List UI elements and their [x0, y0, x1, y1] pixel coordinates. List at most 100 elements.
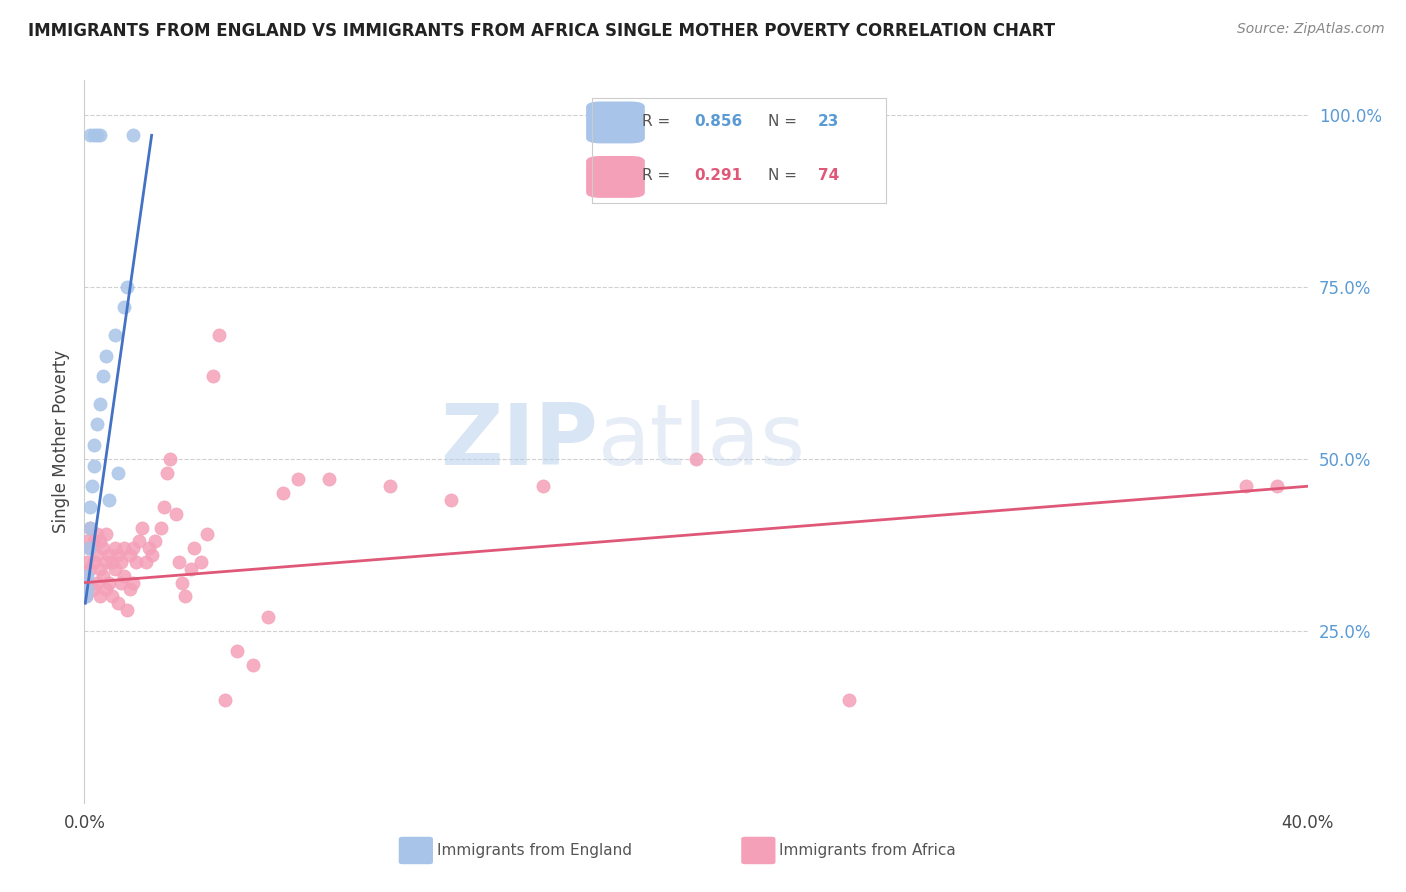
Point	[685, 451, 707, 466]
Point	[120, 548, 142, 562]
Text: Immigrants from Africa: Immigrants from Africa	[779, 843, 956, 858]
Point	[112, 541, 135, 556]
Point	[97, 493, 120, 508]
Point	[89, 562, 111, 576]
Point	[167, 555, 190, 569]
Point	[94, 582, 117, 597]
Point	[76, 568, 98, 582]
Point	[380, 479, 402, 493]
Point	[165, 507, 187, 521]
Point	[94, 555, 117, 569]
Point	[1236, 479, 1258, 493]
Point	[156, 466, 179, 480]
Point	[89, 128, 111, 143]
Point	[138, 541, 160, 556]
Point	[86, 548, 108, 562]
Point	[112, 301, 135, 315]
Point	[79, 520, 101, 534]
Point	[440, 493, 463, 508]
Text: atlas: atlas	[598, 400, 806, 483]
Point	[141, 548, 163, 562]
Point	[190, 555, 212, 569]
Point	[110, 575, 132, 590]
Point	[143, 534, 166, 549]
Point	[318, 472, 340, 486]
Point	[94, 527, 117, 541]
Point	[172, 575, 194, 590]
Point	[83, 128, 105, 143]
Point	[79, 562, 101, 576]
Point	[135, 555, 157, 569]
Point	[104, 562, 127, 576]
Point	[208, 327, 231, 342]
Text: ZIP: ZIP	[440, 400, 598, 483]
Point	[214, 692, 236, 706]
Point	[97, 575, 120, 590]
Point	[122, 128, 145, 143]
Point	[94, 349, 117, 363]
Point	[1265, 479, 1288, 493]
Y-axis label: Single Mother Poverty: Single Mother Poverty	[52, 350, 70, 533]
Point	[80, 479, 103, 493]
Point	[149, 520, 172, 534]
Point	[195, 527, 218, 541]
Point	[83, 582, 105, 597]
Point	[83, 458, 105, 473]
Point	[86, 575, 108, 590]
Point	[101, 555, 124, 569]
Point	[131, 520, 153, 534]
Point	[122, 541, 145, 556]
Point	[83, 555, 105, 569]
Point	[83, 534, 105, 549]
Point	[101, 590, 124, 604]
Point	[76, 555, 98, 569]
Point	[97, 548, 120, 562]
Point	[183, 541, 205, 556]
Point	[79, 128, 101, 143]
Text: IMMIGRANTS FROM ENGLAND VS IMMIGRANTS FROM AFRICA SINGLE MOTHER POVERTY CORRELAT: IMMIGRANTS FROM ENGLAND VS IMMIGRANTS FR…	[28, 22, 1056, 40]
Point	[76, 534, 98, 549]
Point	[91, 568, 114, 582]
Point	[91, 369, 114, 384]
Point	[153, 500, 176, 514]
Point	[174, 590, 197, 604]
Point	[120, 582, 142, 597]
Point	[86, 417, 108, 432]
Point	[159, 451, 181, 466]
Point	[76, 582, 98, 597]
Point	[83, 438, 105, 452]
Point	[201, 369, 224, 384]
Point	[79, 541, 101, 556]
Point	[242, 658, 264, 673]
Point	[75, 568, 97, 582]
Point	[226, 644, 249, 658]
Point	[180, 562, 202, 576]
Point	[75, 590, 97, 604]
Point	[287, 472, 309, 486]
Point	[107, 548, 129, 562]
Point	[122, 575, 145, 590]
Text: Immigrants from England: Immigrants from England	[437, 843, 631, 858]
Point	[75, 590, 97, 604]
Point	[76, 575, 98, 590]
Point	[89, 590, 111, 604]
Point	[104, 327, 127, 342]
Point	[112, 568, 135, 582]
Point	[838, 692, 860, 706]
Point	[257, 610, 280, 624]
Text: Source: ZipAtlas.com: Source: ZipAtlas.com	[1237, 22, 1385, 37]
FancyBboxPatch shape	[741, 837, 776, 864]
Point	[271, 486, 294, 500]
Point	[125, 555, 148, 569]
Point	[128, 534, 150, 549]
Point	[91, 541, 114, 556]
Point	[77, 541, 100, 556]
Point	[115, 603, 138, 617]
FancyBboxPatch shape	[399, 837, 433, 864]
Point	[110, 555, 132, 569]
Point	[107, 466, 129, 480]
Point	[79, 500, 101, 514]
Point	[86, 128, 108, 143]
Point	[86, 527, 108, 541]
Point	[89, 534, 111, 549]
